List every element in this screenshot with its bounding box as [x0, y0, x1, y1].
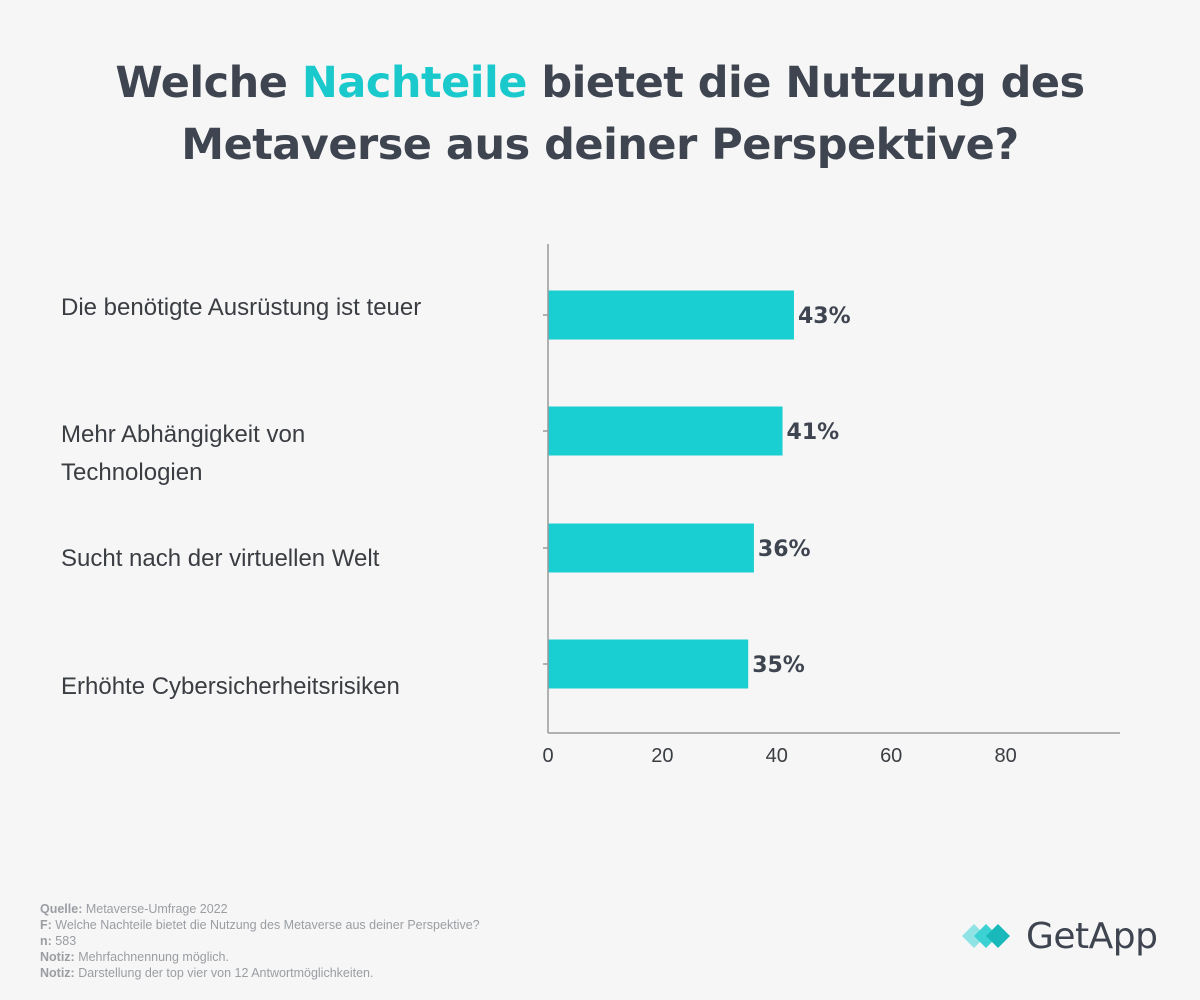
getapp-chevron-icon [962, 924, 1010, 948]
x-tick-label-0: 0 [542, 745, 553, 767]
bar-value-label-1: 41% [787, 420, 840, 445]
footer-line-source: Quelle: Metaverse-Umfrage 2022 [40, 901, 480, 917]
footer-notes: Quelle: Metaverse-Umfrage 2022 F: Welche… [40, 901, 480, 981]
footer-line-note-1: Notiz: Mehrfachnennung möglich. [40, 949, 480, 965]
footer-line-question: F: Welche Nachteile bietet die Nutzung d… [40, 917, 480, 933]
category-label-3: Erhöhte Cybersicherheitsrisiken [61, 673, 400, 700]
title-line2: Metaverse aus deiner Perspektive? [181, 120, 1019, 170]
x-tick-label-1: 20 [651, 745, 673, 767]
bar-value-label-3: 35% [752, 653, 805, 678]
title-part1: Welche [115, 58, 302, 108]
footer-text: Welche Nachteile bietet die Nutzung des … [51, 918, 480, 932]
footer-line-note-2: Notiz: Darstellung der top vier von 12 A… [40, 965, 480, 981]
chart-title: Welche Nachteile bietet die Nutzung des … [0, 52, 1200, 176]
footer-key: Quelle: [40, 902, 83, 916]
category-label-0: Die benötigte Ausrüstung ist teuer [61, 294, 422, 321]
footer-key: Notiz: [40, 950, 75, 964]
footer-text: Darstellung der top vier von 12 Antwortm… [74, 966, 374, 980]
x-tick-label-3: 60 [880, 745, 902, 767]
footer-key: n: [40, 934, 52, 948]
bar-value-label-2: 36% [758, 537, 811, 562]
category-label-2: Sucht nach der virtuellen Welt [61, 545, 380, 572]
footer-text: 583 [51, 934, 77, 948]
title-part2: bietet die Nutzung des [526, 58, 1085, 108]
footer-text: Mehrfachnennung möglich. [74, 950, 229, 964]
logo-text: GetApp [1026, 915, 1158, 957]
title-accent: Nachteile [301, 58, 527, 108]
bar-2 [548, 523, 754, 573]
bar-0 [548, 290, 794, 340]
footer-line-n: n: 583 [40, 933, 480, 949]
x-tick-label-4: 80 [994, 745, 1016, 767]
bar-value-label-0: 43% [798, 304, 851, 329]
bar-3 [548, 639, 749, 689]
footer-key: Notiz: [40, 966, 75, 980]
footer-key: F: [40, 918, 52, 932]
x-tick-label-2: 40 [766, 745, 788, 767]
footer-text: Metaverse-Umfrage 2022 [82, 902, 228, 916]
category-label-1: Mehr Abhängigkeit von Technologien [61, 421, 306, 486]
bar-1 [548, 406, 783, 456]
getapp-logo: GetApp [962, 912, 1158, 960]
